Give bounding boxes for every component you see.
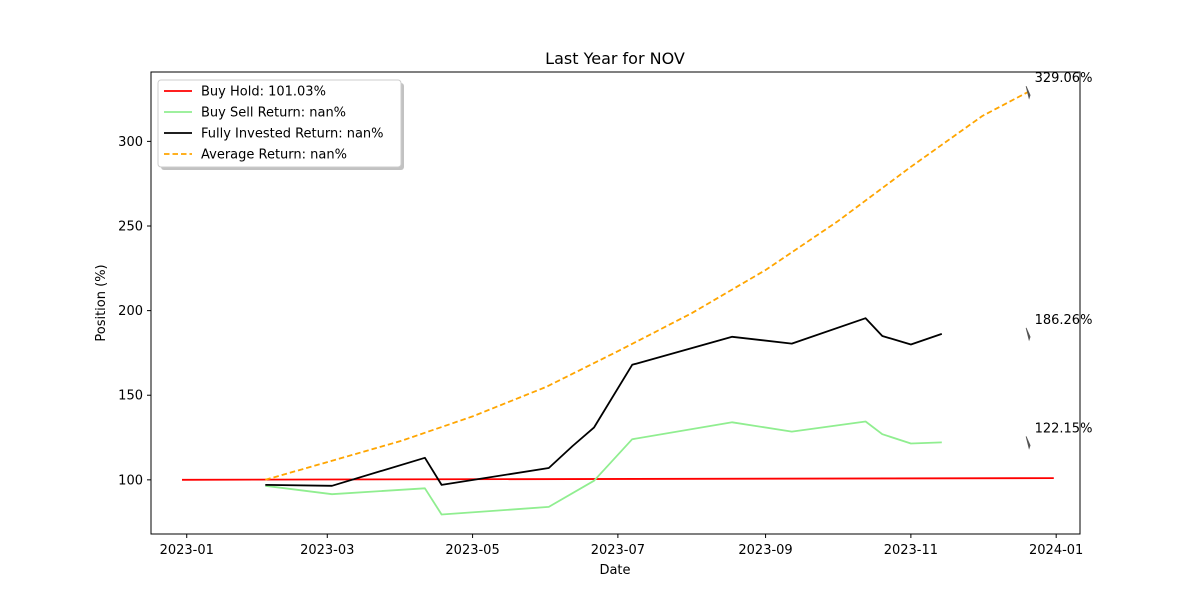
y-tick-label: 250 bbox=[118, 220, 143, 235]
y-tick-label: 150 bbox=[118, 389, 143, 404]
y-tick-label: 300 bbox=[118, 135, 143, 150]
legend-entry: Buy Sell Return: nan% bbox=[201, 106, 346, 121]
x-tick-label: 2023-03 bbox=[300, 543, 354, 558]
legend-entry: Average Return: nan% bbox=[201, 148, 347, 163]
series-line-1 bbox=[265, 420, 942, 516]
chart-title: Last Year for NOV bbox=[545, 49, 685, 68]
annotation-marker bbox=[1025, 86, 1031, 100]
annotation-marker bbox=[1025, 436, 1031, 450]
plot-frame bbox=[150, 71, 1081, 535]
series-line-0 bbox=[181, 477, 1054, 481]
annotation-label: 329.06% bbox=[1035, 71, 1093, 86]
x-tick-label: 2023-01 bbox=[160, 543, 214, 558]
annotations: 329.06% 186.26% 122.15% bbox=[1025, 71, 1093, 450]
y-tick-label: 200 bbox=[118, 304, 143, 319]
legend-box bbox=[157, 79, 402, 168]
y-tick-label: 100 bbox=[118, 473, 143, 488]
annotation-label: 186.26% bbox=[1035, 313, 1093, 328]
x-tick-label: 2023-11 bbox=[884, 543, 938, 558]
legend: Buy Hold: 101.03% Buy Sell Return: nan% Fu… bbox=[157, 79, 404, 170]
x-tick-label: 2024-01 bbox=[1029, 543, 1083, 558]
x-tick-label: 2023-09 bbox=[738, 543, 792, 558]
legend-entry: Buy Hold: 101.03% bbox=[201, 85, 326, 100]
series-line-3 bbox=[265, 91, 1029, 481]
plot-marks bbox=[181, 91, 1054, 516]
x-axis-label: Date bbox=[599, 563, 630, 578]
annotation-label: 122.15% bbox=[1035, 421, 1093, 436]
series-line-2 bbox=[265, 317, 943, 487]
x-tick-label: 2023-05 bbox=[445, 543, 499, 558]
y-axis: 100 150 200 250 300 bbox=[118, 135, 151, 488]
y-axis-label: Position (%) bbox=[94, 264, 109, 341]
x-axis: 2023-01 2023-03 2023-05 2023-07 2023-09 2023-… bbox=[160, 534, 1083, 558]
legend-entry: Fully Invested Return: nan% bbox=[201, 127, 384, 142]
x-tick-label: 2023-07 bbox=[591, 543, 645, 558]
annotation-marker bbox=[1025, 327, 1031, 342]
